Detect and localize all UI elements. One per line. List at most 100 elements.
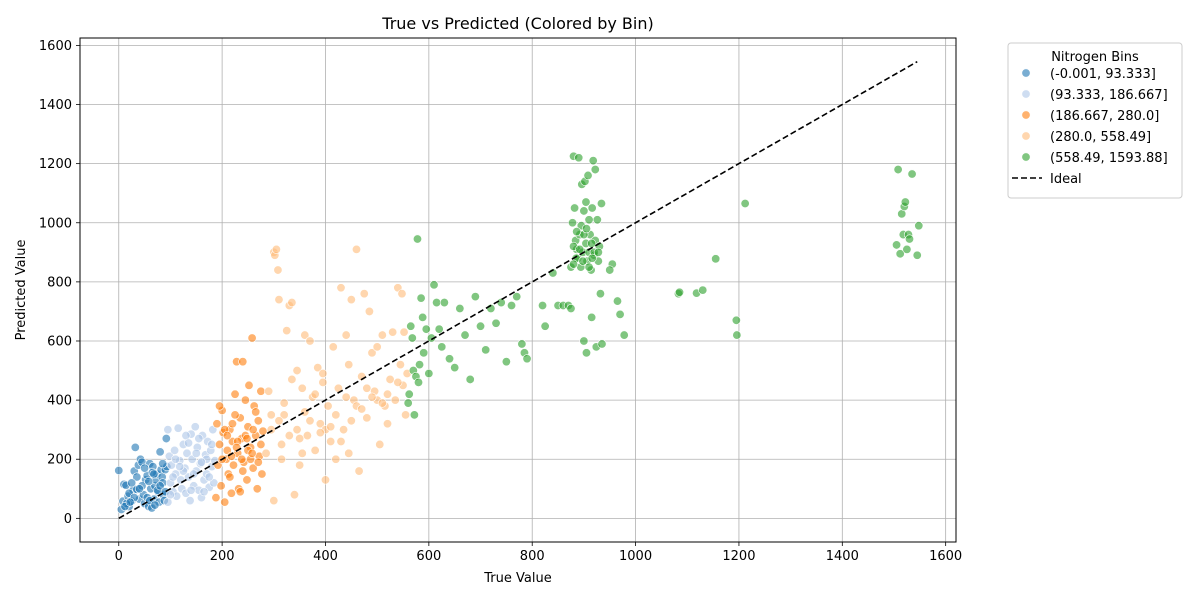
ideal-line-group xyxy=(118,60,918,520)
data-point xyxy=(596,199,606,209)
data-point xyxy=(220,497,230,507)
data-point xyxy=(569,259,579,269)
data-point xyxy=(375,439,385,449)
data-point xyxy=(173,423,183,433)
x-tick-label: 600 xyxy=(416,549,441,564)
x-tick-label: 0 xyxy=(115,549,123,564)
data-point xyxy=(204,472,214,482)
data-point xyxy=(372,342,382,352)
data-point xyxy=(538,301,548,311)
x-tick-label: 1600 xyxy=(929,549,962,564)
x-tick-label: 1200 xyxy=(722,549,755,564)
legend-marker xyxy=(1021,131,1031,141)
data-point xyxy=(226,488,236,498)
data-point xyxy=(572,227,582,237)
data-point xyxy=(253,416,263,426)
data-point xyxy=(367,392,377,402)
data-point xyxy=(409,410,419,420)
data-point xyxy=(305,416,315,426)
data-point xyxy=(326,422,336,432)
data-point xyxy=(295,460,305,470)
data-point xyxy=(587,253,597,263)
data-point xyxy=(470,292,480,302)
data-point xyxy=(240,395,250,405)
data-point xyxy=(238,466,248,476)
data-point xyxy=(341,330,351,340)
data-point xyxy=(395,360,405,370)
data-point xyxy=(615,309,625,319)
x-tick-label: 1400 xyxy=(826,549,859,564)
data-point xyxy=(415,360,425,370)
data-point xyxy=(592,215,602,225)
data-point xyxy=(383,419,393,429)
data-point xyxy=(351,244,361,254)
data-point xyxy=(902,244,912,254)
y-tick-label: 1400 xyxy=(39,98,72,113)
data-point xyxy=(114,465,124,475)
data-point xyxy=(507,301,517,311)
data-point xyxy=(388,327,398,337)
data-point xyxy=(460,330,470,340)
data-point xyxy=(578,256,588,266)
chart-title: True vs Predicted (Colored by Bin) xyxy=(381,14,653,33)
data-point xyxy=(302,431,312,441)
data-point xyxy=(248,463,258,473)
data-point xyxy=(424,369,434,379)
data-point xyxy=(155,447,165,457)
data-point xyxy=(579,336,589,346)
data-point xyxy=(367,348,377,358)
data-point xyxy=(346,416,356,426)
data-point xyxy=(295,434,305,444)
data-point xyxy=(612,296,622,306)
data-point xyxy=(336,436,346,446)
x-axis-label: True Value xyxy=(483,571,551,586)
data-point xyxy=(247,448,257,458)
data-point xyxy=(512,292,522,302)
data-point xyxy=(377,398,387,408)
data-point xyxy=(359,289,369,299)
data-point xyxy=(176,475,186,485)
grid-lines xyxy=(80,38,956,542)
data-point xyxy=(593,247,603,257)
y-tick-label: 0 xyxy=(64,512,72,527)
data-point xyxy=(315,419,325,429)
data-point xyxy=(161,434,171,444)
data-point xyxy=(191,448,201,458)
data-point xyxy=(583,170,593,180)
data-point xyxy=(244,380,254,390)
data-point xyxy=(216,481,226,491)
data-point xyxy=(698,285,708,295)
x-tick-label: 200 xyxy=(210,549,235,564)
data-point xyxy=(445,354,455,364)
data-point xyxy=(450,363,460,373)
data-point xyxy=(238,357,248,367)
data-point xyxy=(215,439,225,449)
data-point xyxy=(584,215,594,225)
x-tick-label: 400 xyxy=(313,549,338,564)
data-point xyxy=(362,383,372,393)
data-point xyxy=(517,339,527,349)
data-point xyxy=(581,224,591,234)
data-point xyxy=(237,454,247,464)
data-point xyxy=(282,326,292,336)
data-point xyxy=(605,265,615,275)
data-point xyxy=(412,234,422,244)
data-point xyxy=(575,244,585,254)
data-point xyxy=(326,436,336,446)
data-point xyxy=(134,484,144,494)
legend-label: (93.333, 186.667] xyxy=(1050,88,1168,103)
data-point xyxy=(310,389,320,399)
legend-marker xyxy=(1021,152,1031,162)
data-point xyxy=(426,333,436,343)
legend-box xyxy=(1007,42,1183,199)
data-point xyxy=(711,254,721,264)
axis-ticks: 0 200 400 600 800 1000 1200 1400 1600 0 200 400 600 8… xyxy=(39,39,962,564)
legend-label: (280.0, 558.49] xyxy=(1050,130,1151,145)
data-point xyxy=(222,431,232,441)
data-point xyxy=(170,445,180,455)
data-point xyxy=(313,363,323,373)
data-point xyxy=(140,463,150,473)
data-point xyxy=(907,169,917,179)
y-tick-label: 600 xyxy=(47,334,72,349)
data-point xyxy=(251,407,261,417)
